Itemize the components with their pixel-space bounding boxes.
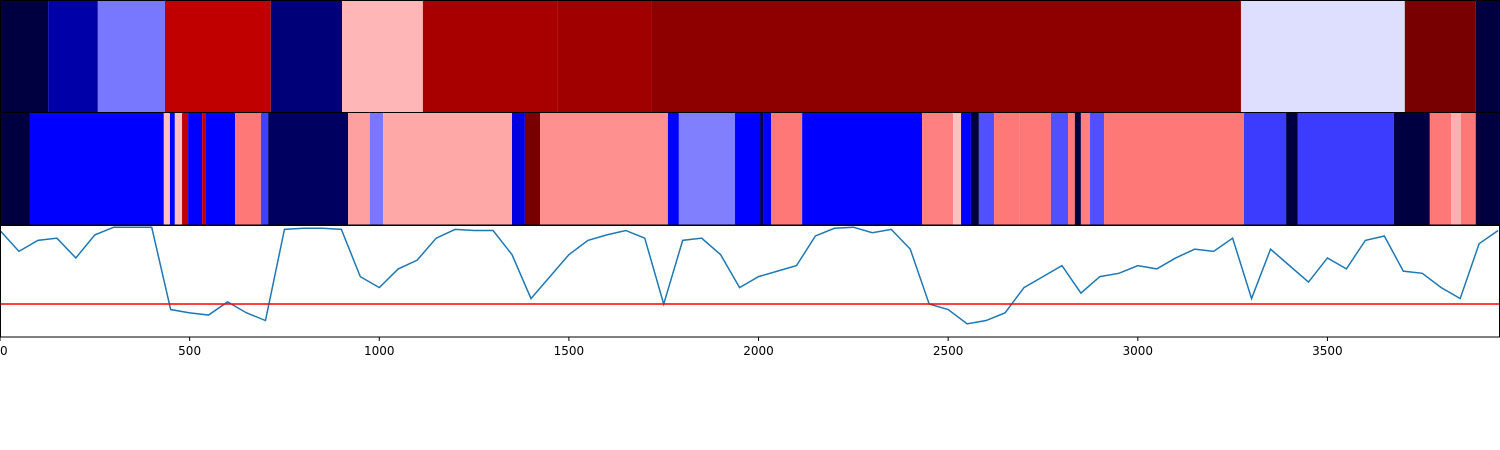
segment — [1451, 112, 1461, 225]
segment — [735, 112, 761, 225]
segment — [97, 0, 165, 112]
segment — [0, 112, 30, 225]
x-tick-label: 2000 — [743, 344, 774, 358]
segment — [557, 0, 652, 112]
segment — [348, 112, 370, 225]
segment — [169, 112, 175, 225]
segment — [1068, 112, 1075, 225]
segment — [0, 0, 49, 112]
segment — [383, 112, 513, 225]
segment — [678, 112, 736, 225]
segment — [202, 112, 206, 225]
segment — [1393, 112, 1430, 225]
segment — [961, 112, 971, 225]
x-tick-label: 0 — [0, 344, 8, 358]
segment — [667, 112, 679, 225]
segment — [188, 112, 203, 225]
segment — [48, 0, 98, 112]
segment — [1297, 112, 1394, 225]
segment — [163, 112, 170, 225]
segment — [978, 112, 995, 225]
segment — [235, 112, 261, 225]
data-line — [0, 226, 1499, 325]
segment — [1080, 112, 1091, 225]
segment — [1404, 0, 1476, 112]
segment — [524, 112, 541, 225]
segment — [260, 112, 269, 225]
segment — [422, 0, 558, 112]
x-tick-label: 1000 — [364, 344, 395, 358]
x-tick-label: 3500 — [1312, 344, 1343, 358]
segment — [1429, 112, 1452, 225]
segment — [1074, 112, 1081, 225]
segment — [540, 112, 668, 225]
segment — [970, 112, 979, 225]
segment — [342, 0, 423, 112]
segment — [1460, 112, 1476, 225]
segment — [270, 0, 343, 112]
segment — [1475, 112, 1500, 225]
segment — [512, 112, 525, 225]
segment — [1243, 112, 1287, 225]
x-tick-label: 2500 — [933, 344, 964, 358]
segment — [651, 0, 1241, 112]
segment — [763, 112, 772, 225]
segment — [1104, 112, 1244, 225]
segment — [1286, 112, 1298, 225]
segment — [802, 112, 922, 225]
segment — [29, 112, 164, 225]
segment — [205, 112, 236, 225]
x-tick-label: 1500 — [554, 344, 585, 358]
segment — [760, 112, 764, 225]
segment — [1090, 112, 1105, 225]
segment — [182, 112, 189, 225]
segment — [164, 0, 271, 112]
segment — [1019, 112, 1051, 225]
x-tick-label: 3000 — [1123, 344, 1154, 358]
segment — [994, 112, 1020, 225]
segment — [268, 112, 349, 225]
segment — [771, 112, 803, 225]
segment — [1240, 0, 1405, 112]
segment — [369, 112, 384, 225]
segment — [1050, 112, 1069, 225]
segment — [921, 112, 954, 225]
segment — [1475, 0, 1500, 112]
x-tick-label: 500 — [178, 344, 201, 358]
segment — [953, 112, 962, 225]
segment — [174, 112, 183, 225]
